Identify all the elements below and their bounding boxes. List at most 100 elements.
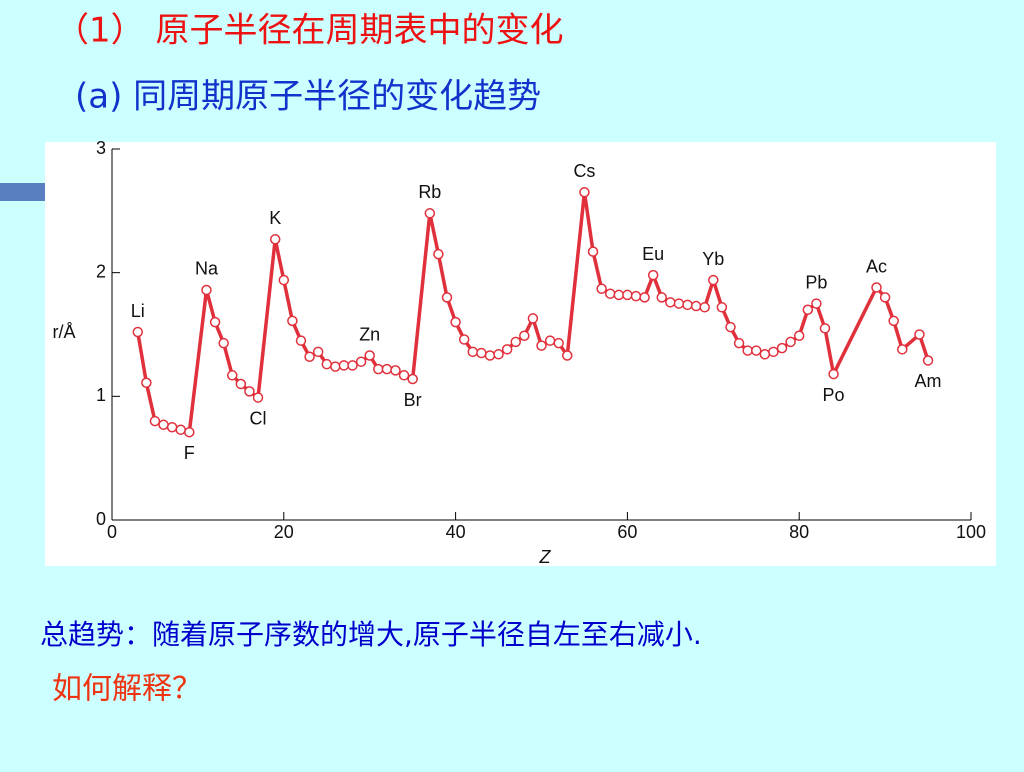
data-point xyxy=(304,351,315,363)
point-label: Zn xyxy=(359,324,380,344)
data-point xyxy=(407,373,418,385)
x-tick-label: 100 xyxy=(956,522,986,542)
data-point xyxy=(158,419,169,431)
data-point xyxy=(355,356,367,367)
question-text: 如何解释？ xyxy=(52,672,202,707)
point-label: Po xyxy=(823,385,845,405)
data-point xyxy=(484,350,496,361)
point-label: Am xyxy=(915,371,942,391)
data-point xyxy=(785,336,796,348)
data-point xyxy=(673,298,685,309)
data-point xyxy=(390,365,401,376)
data-point xyxy=(579,187,590,198)
x-tick-label: 40 xyxy=(446,522,466,542)
data-point xyxy=(656,292,668,303)
data-point xyxy=(613,289,625,301)
slide-title: （1） 原子半径在周期表中的变化 xyxy=(55,11,563,51)
data-point xyxy=(630,290,642,302)
point-label: Cs xyxy=(573,161,595,181)
data-point xyxy=(733,337,745,349)
data-point xyxy=(312,346,324,358)
summary-text: 总趋势：随着原子序数的增大,原子半径自左至右减小. xyxy=(40,618,702,651)
point-label: Ac xyxy=(866,256,887,276)
data-point xyxy=(768,346,779,358)
data-point xyxy=(149,415,161,427)
data-point xyxy=(922,355,934,366)
data-point xyxy=(132,326,144,338)
data-point xyxy=(295,335,307,346)
data-point xyxy=(493,349,504,360)
data-point xyxy=(364,350,375,361)
data-point xyxy=(536,340,547,351)
data-point xyxy=(553,337,564,349)
data-point xyxy=(897,344,908,355)
data-point xyxy=(330,361,341,372)
data-point xyxy=(441,292,453,303)
data-point xyxy=(665,297,676,308)
y-tick-label: 0 xyxy=(96,509,106,529)
data-point xyxy=(751,345,762,356)
point-label: F xyxy=(184,443,195,463)
x-axis-label: Z xyxy=(539,547,552,567)
data-point xyxy=(716,302,728,313)
decor-bar xyxy=(0,183,45,201)
data-point xyxy=(227,370,238,381)
x-tick-label: 0 xyxy=(107,522,117,542)
data-point xyxy=(166,422,178,433)
data-point xyxy=(639,292,650,303)
data-point xyxy=(476,347,487,359)
data-point xyxy=(424,208,436,219)
data-point xyxy=(871,282,882,293)
data-point xyxy=(879,292,891,303)
data-point xyxy=(604,288,616,299)
data-point xyxy=(622,289,633,301)
data-point xyxy=(184,426,195,438)
y-tick-label: 3 xyxy=(96,138,106,158)
data-point xyxy=(338,360,350,371)
data-point xyxy=(562,350,573,361)
data-point xyxy=(759,349,771,360)
data-point xyxy=(252,392,264,403)
point-label: K xyxy=(269,208,281,228)
data-point xyxy=(201,284,212,296)
data-point xyxy=(244,386,255,397)
point-label: Pb xyxy=(805,272,827,292)
data-point xyxy=(888,315,899,327)
slide-subtitle: (a) 同周期原子半径的变化趋势 xyxy=(75,77,541,117)
data-point xyxy=(278,274,290,286)
data-point xyxy=(647,269,659,281)
y-tick-label: 2 xyxy=(96,261,106,281)
data-point xyxy=(596,283,607,294)
data-point xyxy=(811,298,822,309)
data-point xyxy=(587,246,599,257)
data-point xyxy=(501,344,513,355)
data-point xyxy=(175,424,186,435)
data-point xyxy=(141,377,152,388)
data-point xyxy=(725,321,736,333)
data-point xyxy=(682,299,693,311)
data-point xyxy=(450,316,461,328)
data-point xyxy=(433,248,444,260)
data-point xyxy=(819,323,831,334)
y-tick-label: 1 xyxy=(96,385,106,405)
data-point xyxy=(510,336,521,348)
data-point xyxy=(209,316,221,328)
data-point xyxy=(467,346,479,358)
data-point xyxy=(218,337,229,349)
data-point xyxy=(347,360,358,371)
data-point xyxy=(914,329,925,340)
point-label: Na xyxy=(195,259,219,279)
point-label: Rb xyxy=(418,182,441,202)
point-label: Eu xyxy=(642,244,664,264)
data-point xyxy=(690,300,702,312)
point-label: Yb xyxy=(702,249,724,269)
chart-panel xyxy=(45,142,996,566)
data-point xyxy=(398,370,410,381)
point-label: Br xyxy=(404,390,422,410)
x-tick-label: 20 xyxy=(274,522,294,542)
data-point xyxy=(776,342,788,354)
data-point xyxy=(235,378,247,390)
x-tick-label: 60 xyxy=(617,522,637,542)
data-point xyxy=(544,335,556,346)
